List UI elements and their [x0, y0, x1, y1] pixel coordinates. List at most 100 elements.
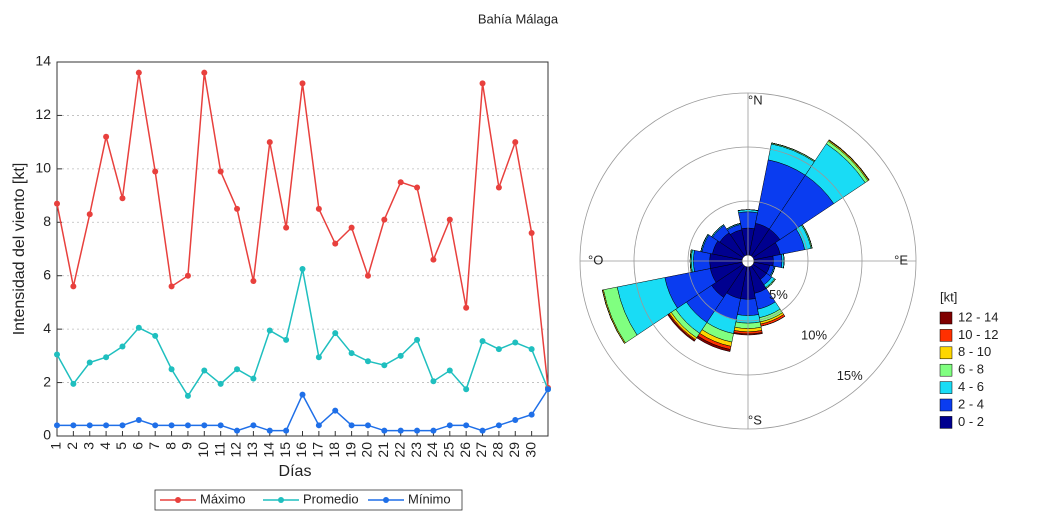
point	[348, 224, 355, 231]
x-tick-label: 6	[130, 442, 146, 450]
point	[217, 422, 224, 429]
point	[495, 184, 502, 191]
direction-label: °E	[894, 252, 908, 267]
x-tick-label: 22	[391, 442, 407, 458]
rose-wedges	[602, 139, 870, 352]
point	[299, 266, 306, 273]
x-tick-label: 9	[179, 442, 195, 450]
point	[414, 336, 421, 343]
x-tick-label: 16	[293, 442, 309, 458]
point	[168, 366, 175, 373]
point	[446, 367, 453, 374]
point	[479, 80, 486, 87]
point	[495, 422, 502, 429]
point	[266, 427, 273, 434]
point	[479, 427, 486, 434]
point	[54, 200, 60, 207]
point	[430, 378, 437, 385]
point	[364, 272, 371, 279]
point	[430, 427, 437, 434]
wedge	[689, 249, 692, 273]
point	[250, 422, 257, 429]
x-tick-label: 27	[473, 442, 489, 458]
point	[70, 422, 77, 429]
point	[135, 416, 142, 423]
point	[315, 422, 322, 429]
point	[70, 380, 77, 387]
point	[528, 229, 535, 236]
x-tick-label: 18	[326, 442, 342, 458]
legend-label: 2 - 4	[958, 396, 984, 411]
point	[234, 366, 241, 373]
line	[56, 268, 549, 398]
point	[201, 367, 208, 374]
y-tick-label: 0	[43, 427, 51, 443]
point	[250, 375, 257, 382]
point	[381, 216, 388, 223]
x-tick-label: 8	[162, 442, 178, 450]
point	[283, 336, 290, 343]
x-tick-label: 30	[522, 442, 538, 458]
point	[315, 354, 322, 361]
point	[528, 346, 535, 353]
point	[86, 211, 93, 218]
x-tick-label: 19	[342, 442, 358, 458]
legend-label: 8 - 10	[958, 344, 991, 359]
point	[364, 358, 371, 365]
point	[332, 240, 339, 247]
x-tick-label: 20	[359, 442, 375, 458]
y-tick-label: 8	[43, 213, 51, 229]
point	[103, 422, 110, 429]
legend-marker	[175, 497, 181, 503]
x-tick-label: 21	[375, 442, 391, 458]
point	[463, 386, 470, 393]
legend-swatch	[939, 346, 953, 360]
point	[315, 205, 322, 212]
legend-label: 10 - 12	[958, 327, 998, 342]
direction-label: °O	[588, 252, 603, 267]
point	[283, 224, 290, 231]
x-tick-label: 24	[424, 442, 440, 458]
x-tick-label: 1	[48, 442, 64, 450]
point	[463, 304, 470, 311]
x-tick-label: 11	[211, 442, 227, 457]
point	[348, 350, 355, 357]
point	[332, 330, 339, 337]
x-tick-label: 25	[441, 442, 457, 458]
y-tick-label: 2	[43, 373, 51, 389]
point	[512, 339, 519, 346]
point	[266, 139, 273, 146]
legend-label: 4 - 6	[958, 379, 984, 394]
point	[479, 338, 486, 345]
x-tick-label: 17	[310, 442, 326, 458]
point	[364, 422, 371, 429]
point	[217, 380, 224, 387]
legend-swatch	[939, 381, 953, 394]
legend-label: 12 - 14	[958, 309, 998, 324]
point	[397, 352, 404, 359]
point	[332, 407, 339, 414]
wedge	[711, 224, 724, 237]
point	[119, 422, 126, 429]
wedge	[802, 224, 813, 249]
point	[381, 427, 388, 434]
point	[495, 346, 502, 353]
point	[397, 179, 404, 186]
x-tick-label: 28	[490, 442, 506, 458]
legend-swatch	[939, 363, 953, 377]
point	[86, 359, 93, 366]
legend-label: 6 - 8	[958, 362, 984, 377]
point	[414, 184, 421, 191]
point	[528, 411, 535, 418]
point	[512, 139, 519, 146]
wedge	[783, 253, 785, 269]
wedge	[760, 316, 786, 327]
y-axis-label: Intensidad del viento [kt]	[11, 163, 28, 336]
point	[446, 216, 453, 223]
point	[299, 391, 306, 398]
wedge	[696, 335, 731, 352]
point	[152, 332, 159, 339]
y-tick-label: 6	[43, 266, 51, 282]
plot-frame	[56, 61, 549, 437]
